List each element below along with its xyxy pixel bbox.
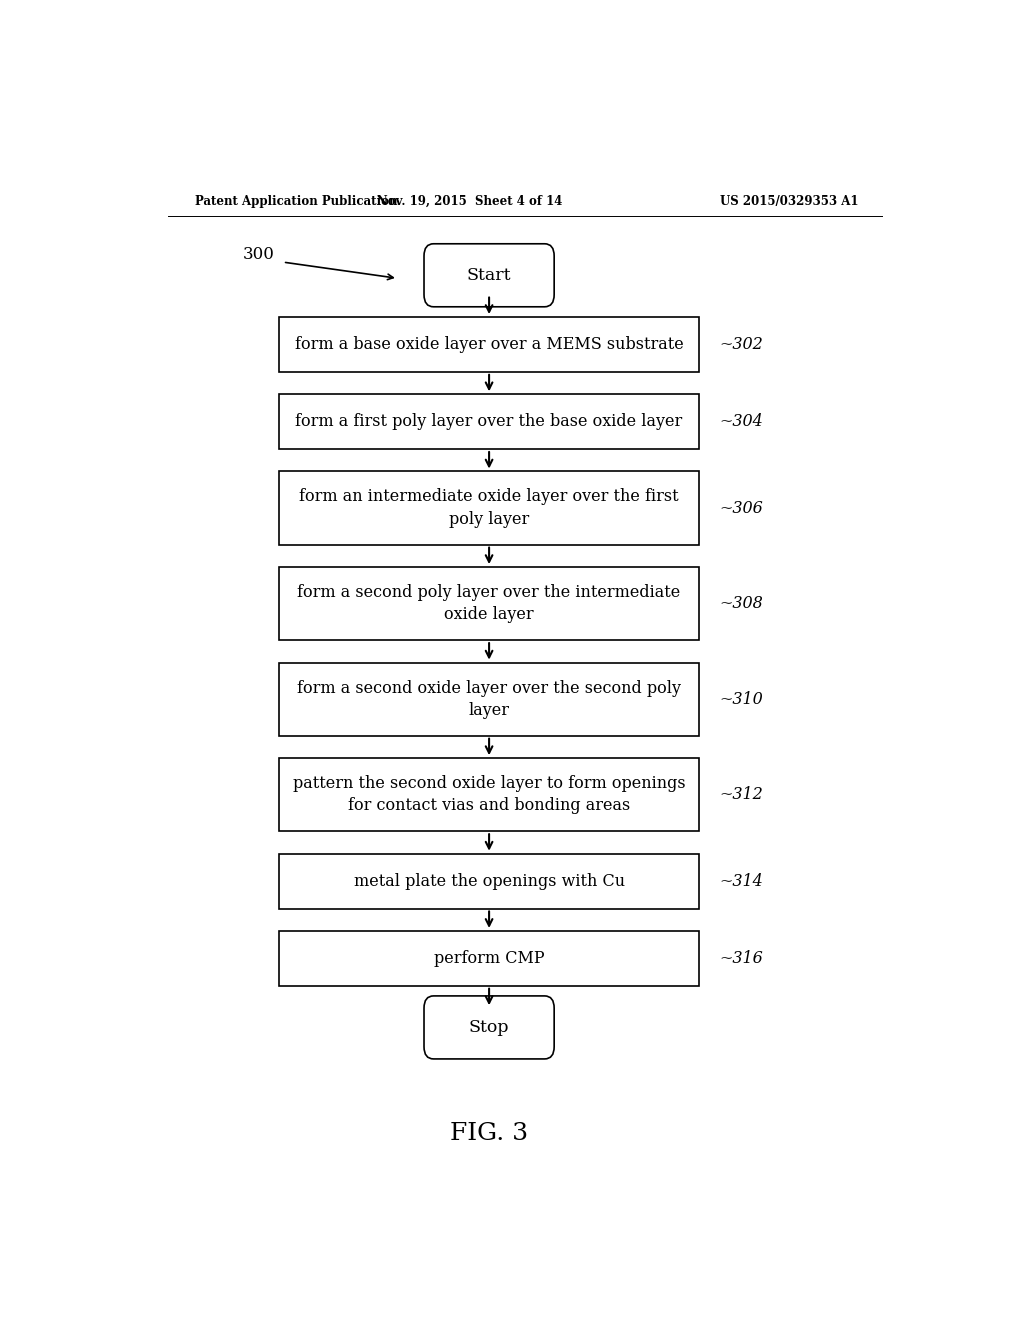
Text: form a base oxide layer over a MEMS substrate: form a base oxide layer over a MEMS subs… [295,335,683,352]
FancyBboxPatch shape [279,317,699,372]
FancyBboxPatch shape [279,758,699,832]
Text: ~314: ~314 [719,873,763,890]
Text: ~312: ~312 [719,787,763,803]
Text: US 2015/0329353 A1: US 2015/0329353 A1 [720,194,858,207]
Text: form a first poly layer over the base oxide layer: form a first poly layer over the base ox… [296,413,683,430]
Text: ~304: ~304 [719,413,763,430]
Text: Start: Start [467,267,511,284]
Text: form a second oxide layer over the second poly
layer: form a second oxide layer over the secon… [297,680,681,718]
FancyBboxPatch shape [424,995,554,1059]
Text: perform CMP: perform CMP [434,950,545,966]
Text: 300: 300 [243,247,275,264]
Text: form an intermediate oxide layer over the first
poly layer: form an intermediate oxide layer over th… [299,488,679,528]
Text: FIG. 3: FIG. 3 [450,1122,528,1144]
FancyBboxPatch shape [424,244,554,306]
FancyBboxPatch shape [279,854,699,908]
Text: Nov. 19, 2015  Sheet 4 of 14: Nov. 19, 2015 Sheet 4 of 14 [377,194,562,207]
FancyBboxPatch shape [279,471,699,545]
Text: Stop: Stop [469,1019,509,1036]
Text: metal plate the openings with Cu: metal plate the openings with Cu [353,873,625,890]
Text: pattern the second oxide layer to form openings
for contact vias and bonding are: pattern the second oxide layer to form o… [293,775,685,814]
Text: ~306: ~306 [719,499,763,516]
FancyBboxPatch shape [279,568,699,640]
Text: ~310: ~310 [719,690,763,708]
FancyBboxPatch shape [279,395,699,449]
FancyBboxPatch shape [279,931,699,986]
Text: Patent Application Publication: Patent Application Publication [196,194,398,207]
Text: form a second poly layer over the intermediate
oxide layer: form a second poly layer over the interm… [297,583,681,623]
Text: ~302: ~302 [719,335,763,352]
FancyBboxPatch shape [279,663,699,735]
Text: ~308: ~308 [719,595,763,612]
Text: ~316: ~316 [719,950,763,966]
